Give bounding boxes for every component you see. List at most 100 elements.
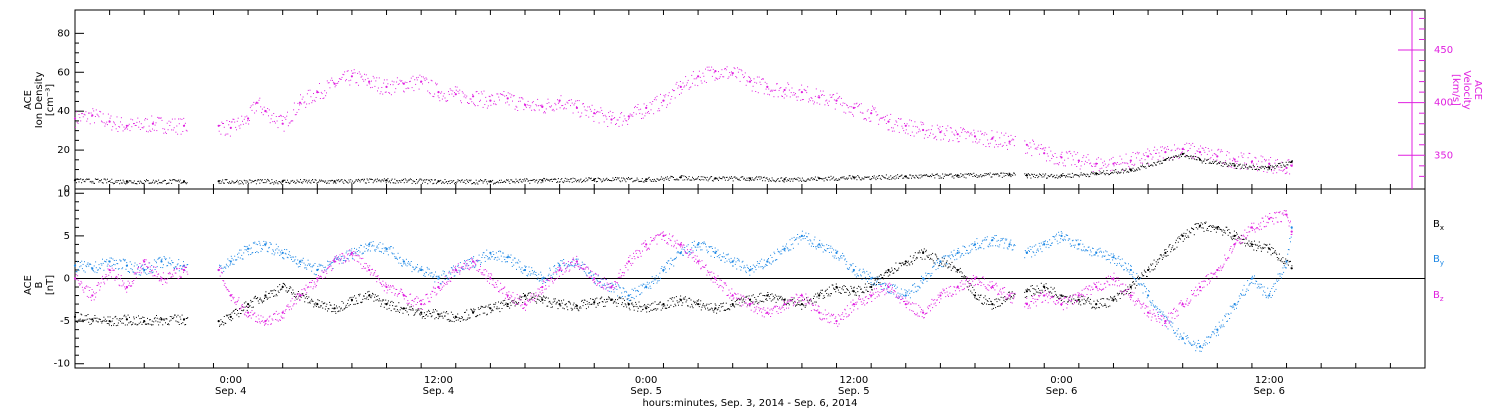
velocity-series-sample — [944, 135, 946, 136]
velocity-series-sample — [711, 66, 713, 68]
velocity-series-sample — [606, 118, 608, 120]
bx-series-sample — [515, 301, 517, 303]
velocity-series-sample — [294, 114, 296, 116]
velocity-series-sample — [153, 129, 155, 131]
density-series-sample — [441, 182, 443, 184]
bx-series-sample — [335, 312, 337, 314]
density-series-sample — [746, 177, 748, 179]
density-series-sample — [966, 173, 968, 175]
density-series-sample — [869, 178, 871, 180]
bx-series-sample — [928, 254, 930, 256]
bx-series-sample — [862, 291, 864, 293]
bx-series-sample — [429, 313, 431, 314]
bx-series-sample — [1224, 232, 1226, 234]
bx-series-sample — [1004, 301, 1006, 303]
bx-series-sample — [428, 309, 430, 311]
velocity-series-sample — [1213, 159, 1214, 161]
velocity-series-sample — [274, 120, 275, 122]
bx-series-sample — [288, 288, 290, 290]
velocity-series-sample — [747, 81, 749, 83]
bx-series-sample — [712, 310, 714, 312]
density-series-sample — [675, 179, 677, 181]
by-series-sample — [108, 260, 110, 262]
density-series-sample — [116, 181, 118, 183]
bx-series-sample — [639, 305, 641, 307]
bx-series-sample — [345, 304, 347, 306]
velocity-series-sample — [515, 105, 517, 107]
density-series-sample — [319, 179, 320, 181]
bx-series-sample — [292, 289, 294, 291]
velocity-series-sample — [866, 110, 868, 112]
velocity-series-sample — [636, 107, 638, 108]
density-series-sample — [545, 178, 547, 180]
density-series-sample — [317, 182, 319, 184]
by-series-point — [247, 247, 250, 250]
bx-series-sample — [705, 308, 706, 310]
density-series-sample — [834, 179, 836, 181]
density-series-sample — [435, 183, 437, 185]
velocity-series-sample — [840, 103, 841, 105]
velocity-series-sample — [592, 115, 594, 117]
density-series-sample — [782, 180, 784, 182]
bx-series-sample — [362, 298, 364, 300]
density-series-sample — [850, 177, 852, 179]
velocity-series-sample — [1226, 154, 1227, 156]
velocity-series-sample — [545, 108, 547, 110]
bx-series-sample — [322, 307, 324, 309]
by-series-point — [160, 260, 163, 263]
velocity-series-sample — [811, 97, 813, 99]
bx-series-sample — [1146, 275, 1147, 277]
density-series-sample — [950, 173, 952, 175]
velocity-series-sample — [1055, 163, 1057, 165]
density-series-sample — [469, 180, 471, 182]
density-series-sample — [1052, 176, 1053, 178]
velocity-series-sample — [498, 96, 500, 98]
bx-series-sample — [484, 312, 486, 314]
density-series-sample — [840, 177, 841, 179]
bx-series-sample — [680, 295, 682, 297]
bx-series-sample — [1067, 301, 1069, 303]
density-series-sample — [426, 179, 428, 181]
density-series-sample — [821, 178, 823, 180]
bx-series-sample — [373, 300, 375, 302]
bx-series-sample — [374, 294, 376, 296]
density-series-sample — [990, 176, 992, 178]
bx-series-sample — [979, 296, 981, 298]
bx-series-sample — [1262, 246, 1264, 248]
bx-series-sample — [252, 306, 254, 308]
bx-series-sample — [759, 300, 761, 302]
velocity-series-sample — [400, 80, 402, 82]
bx-series-sample — [615, 302, 617, 304]
density-series-sample — [551, 178, 552, 180]
velocity-series-sample — [986, 133, 988, 135]
bx-series-sample — [145, 324, 147, 325]
bx-series-sample — [433, 311, 435, 313]
density-series-sample — [1150, 164, 1152, 166]
bx-series-sample — [283, 283, 285, 285]
bx-series-sample — [905, 261, 907, 263]
velocity-series-sample — [621, 124, 623, 126]
bx-series-sample — [421, 313, 423, 315]
bx-series-sample — [1255, 244, 1257, 246]
bx-series-sample — [85, 319, 87, 321]
density-series-sample — [448, 180, 450, 182]
bx-series-sample — [416, 311, 418, 313]
bx-series-sample — [601, 296, 603, 298]
bx-series-sample — [596, 297, 598, 299]
density-series-sample — [810, 177, 812, 179]
bx-series-sample — [821, 293, 823, 294]
velocity-series-sample — [403, 91, 405, 93]
density-series-sample — [828, 176, 830, 178]
density-series-sample — [1285, 161, 1287, 163]
velocity-series-sample — [1211, 149, 1213, 151]
velocity-series-sample — [267, 108, 269, 109]
bx-series-sample — [693, 302, 695, 304]
bx-series-sample — [134, 323, 136, 325]
velocity-series-sample — [1220, 149, 1222, 151]
bx-series-sample — [181, 314, 183, 316]
density-series-sample — [378, 179, 380, 181]
velocity-series-sample — [1254, 156, 1256, 158]
density-series-sample — [158, 182, 160, 184]
bx-series-sample — [1161, 258, 1163, 260]
bx-series-sample — [1169, 244, 1171, 245]
